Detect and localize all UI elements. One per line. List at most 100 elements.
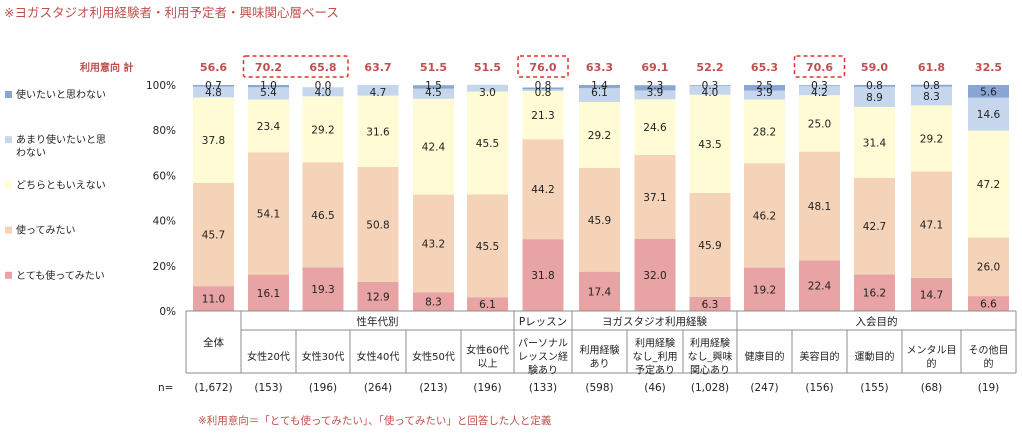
- data-label-neutral: 47.2: [977, 179, 1000, 191]
- n-value: (1,672): [194, 382, 232, 394]
- y-tick-label: 100%: [146, 80, 176, 92]
- n-value: (1,028): [691, 382, 729, 394]
- data-label-neutral: 29.2: [588, 130, 611, 142]
- group-label: 入会目的: [856, 315, 898, 328]
- data-label-very_want: 19.2: [753, 284, 776, 296]
- intent-total-value: 32.5: [975, 61, 1002, 74]
- data-label-neutral: 21.3: [531, 110, 554, 122]
- bar-segment-very_want: [248, 274, 289, 311]
- data-label-very_want: 12.9: [366, 291, 389, 303]
- bar-group: 6.1 45.5 45.5 3.0 51.5: [467, 61, 508, 311]
- category-label: なし_利用: [633, 351, 678, 363]
- bar-segment-want: [799, 151, 840, 261]
- bar-segment-neutral: [579, 101, 620, 168]
- data-label-want: 37.1: [643, 192, 666, 204]
- intent-total-value: 76.0: [529, 61, 556, 74]
- bar-segment-not_want: [413, 85, 454, 89]
- bar-segment-very_want: [302, 267, 344, 311]
- group-label: 性年代別: [357, 315, 399, 328]
- data-label-not_much: 8.9: [866, 92, 883, 104]
- bar-group: 11.0 45.7 37.8 4.80.7 56.6: [193, 61, 234, 311]
- bar-segment-not_want: [854, 85, 895, 87]
- intent-total-label: 利用意向 計: [80, 61, 133, 74]
- data-label-want: 43.2: [422, 238, 445, 250]
- intent-total-value: 51.5: [474, 61, 501, 74]
- bar-group: 6.6 26.0 47.2 14.6 5.6 32.5: [968, 61, 1009, 311]
- bar-segment-very_want: [413, 292, 454, 311]
- bar-segment-not_want: [193, 85, 234, 87]
- bar-segment-not_much: [911, 86, 952, 106]
- category-label: レッスン経: [518, 350, 568, 363]
- bar-segment-very_want: [799, 260, 840, 311]
- data-label-not_want: 1.5: [425, 80, 442, 92]
- bar-segment-not_much: [467, 84, 508, 92]
- bar-segment-not_want: [689, 85, 731, 86]
- intent-total-value: 63.3: [586, 61, 613, 74]
- category-label: 利用経験: [580, 343, 620, 356]
- bar-segment-not_much: [248, 87, 289, 100]
- bar-segment-very_want: [911, 277, 952, 311]
- category-label: なし_興味: [688, 351, 733, 363]
- category-label: 女性50代: [412, 350, 455, 363]
- bar-segment-neutral: [689, 94, 731, 194]
- category-label: 運動目的: [855, 350, 895, 363]
- bar-segment-neutral: [302, 96, 344, 163]
- data-label-want: 45.9: [588, 215, 611, 227]
- bar-group: 12.9 50.8 31.6 4.7 63.7: [357, 61, 399, 311]
- n-value: (19): [978, 382, 1000, 394]
- data-label-neutral: 24.6: [643, 122, 667, 134]
- data-label-not_want: 1.4: [591, 80, 608, 92]
- bar-segment-very_want: [357, 281, 399, 311]
- legend-label: あまり使いたいと思: [16, 133, 106, 146]
- bar-segment-want: [744, 163, 785, 268]
- bar-segment-very_want: [193, 286, 234, 311]
- bar-segment-neutral: [357, 95, 399, 168]
- legend-swatch: [5, 136, 12, 144]
- intent-total-value: 56.6: [200, 61, 227, 74]
- bar-segment-not_much: [357, 85, 399, 96]
- bar-group: 16.2 42.7 31.4 8.90.8 59.0: [854, 61, 895, 311]
- intent-total-value: 70.6: [806, 61, 833, 74]
- category-label: 以上: [478, 358, 498, 370]
- bar-segment-very_want: [689, 296, 731, 311]
- bar-segment-very_want: [968, 296, 1009, 311]
- legend-label: どちらともいえない: [16, 179, 106, 191]
- legend: 使いたいと思わないあまり使いたいと思わないどちらともいえない使ってみたいとても使…: [5, 88, 106, 282]
- n-value: (264): [364, 382, 392, 394]
- data-label-not_want: 0.3: [811, 80, 828, 92]
- bar-group: 22.4 48.1 25.0 4.20.3 70.6: [799, 61, 840, 311]
- data-label-want: 42.7: [863, 221, 886, 233]
- data-label-neutral: 29.2: [311, 124, 334, 136]
- legend-swatch: [5, 91, 12, 98]
- bar-segment-very_want: [744, 267, 785, 311]
- y-tick-label: 80%: [153, 125, 176, 137]
- n-value: (598): [585, 382, 613, 394]
- bar-segment-very_want: [579, 271, 620, 311]
- y-tick-label: 0%: [159, 306, 176, 318]
- n-value: (213): [419, 382, 447, 394]
- data-label-neutral: 42.4: [422, 142, 446, 154]
- data-label-not_much: 4.0: [315, 87, 332, 99]
- data-label-not_much: 3.9: [647, 87, 664, 99]
- data-label-not_want: 0.8: [923, 80, 940, 92]
- highlight-box: [793, 55, 846, 78]
- bar-segment-very_want: [854, 274, 895, 311]
- data-label-very_want: 19.3: [311, 284, 334, 296]
- data-label-very_want: 6.6: [980, 299, 997, 311]
- data-label-neutral: 31.4: [863, 137, 887, 149]
- bar-segment-not_want: [911, 84, 952, 87]
- legend-item-neutral: どちらともいえない: [5, 179, 106, 191]
- bar-segment-neutral: [968, 130, 1009, 238]
- data-label-not_much: 5.4: [260, 87, 277, 99]
- bar-group: 31.8 44.2 21.3 0.80.8 76.0: [522, 61, 564, 311]
- data-label-not_much: 4.7: [370, 87, 387, 99]
- data-label-neutral: 25.0: [808, 118, 831, 130]
- bar-segment-neutral: [634, 99, 676, 155]
- intent-total-value: 59.0: [861, 61, 888, 74]
- bar-segment-not_want: [522, 87, 564, 90]
- n-label: n=: [158, 382, 173, 394]
- data-label-want: 54.1: [257, 208, 280, 220]
- data-label-not_want: 0.7: [205, 80, 222, 92]
